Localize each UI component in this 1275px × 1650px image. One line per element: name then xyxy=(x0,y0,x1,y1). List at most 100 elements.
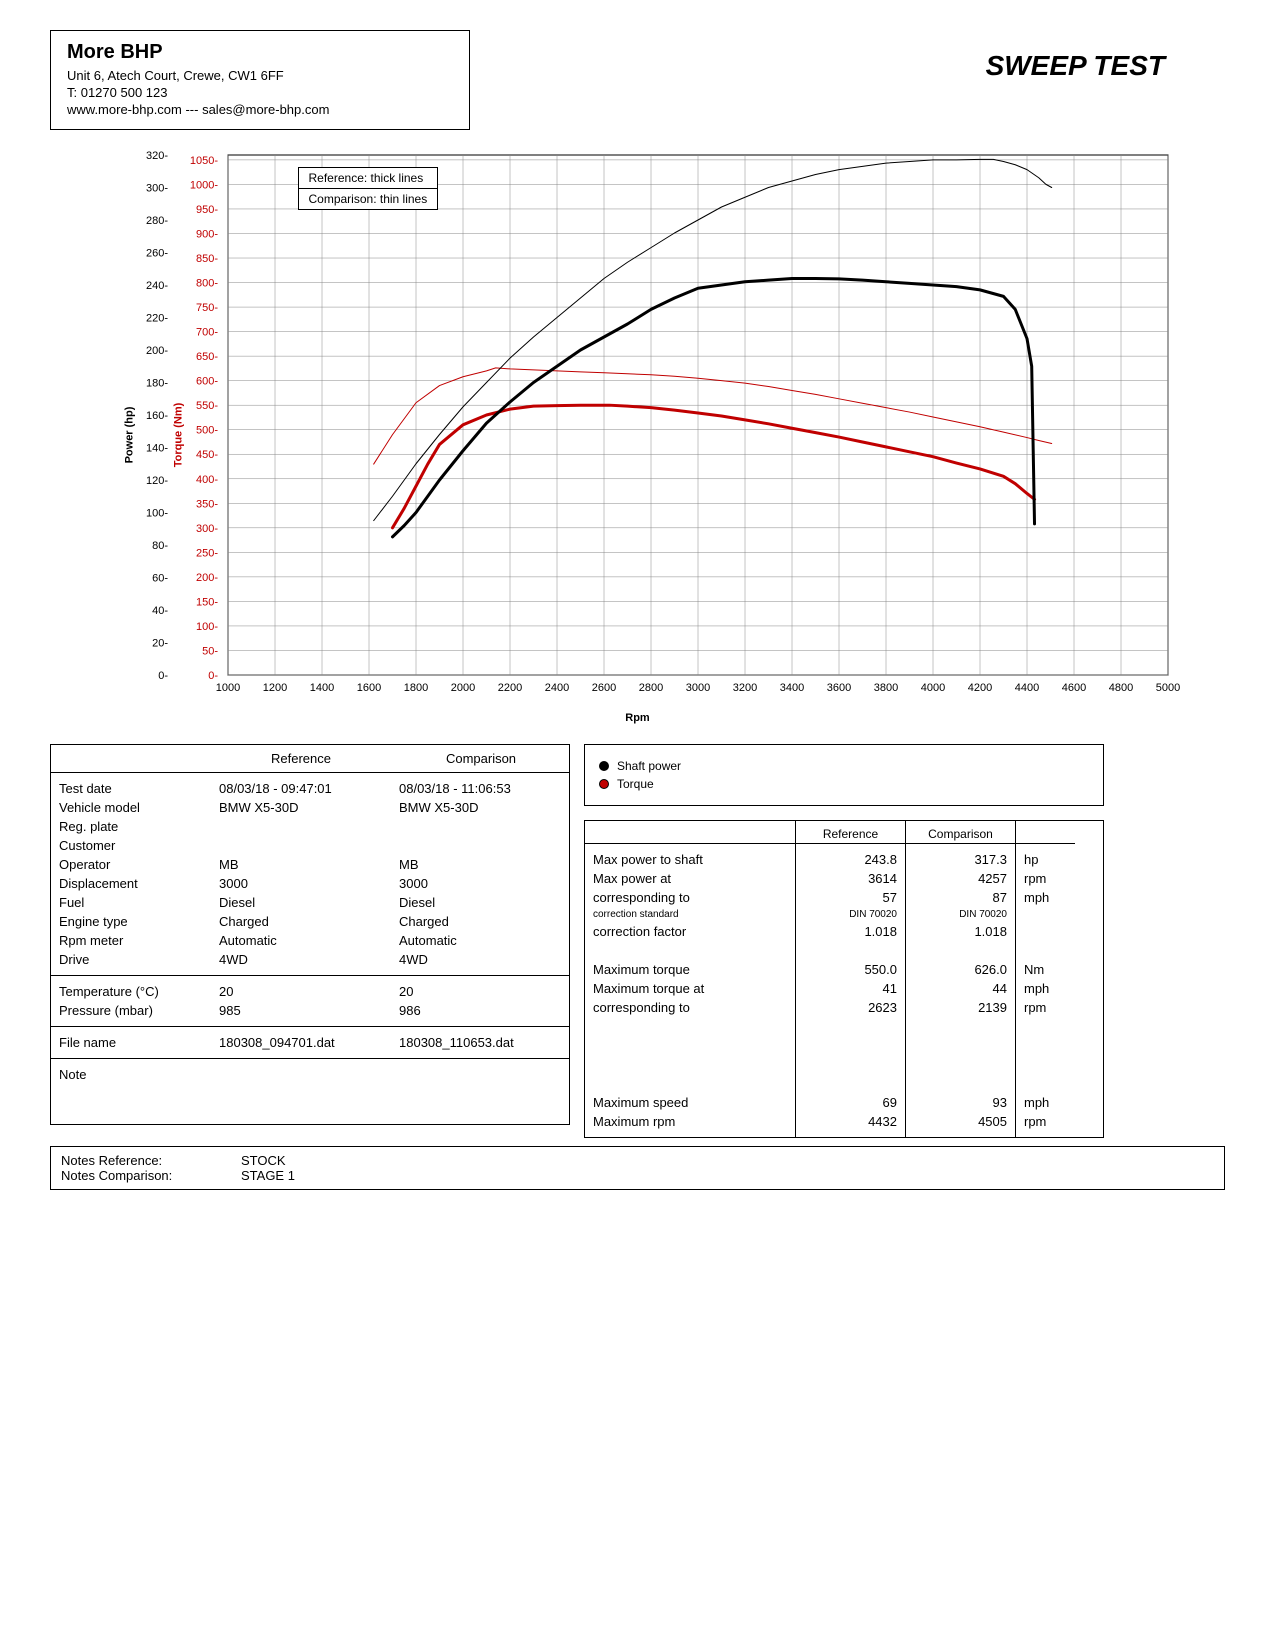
info-label: Displacement xyxy=(51,874,211,893)
result-ref: 550.0 xyxy=(795,960,905,979)
svg-text:100-: 100- xyxy=(145,508,167,520)
info-label: Rpm meter xyxy=(51,931,211,950)
company-web: www.more-bhp.com --- sales@more-bhp.com xyxy=(67,102,453,117)
info-cmp: 3000 xyxy=(391,874,571,893)
info-ref: Charged xyxy=(211,912,391,931)
svg-text:20-: 20- xyxy=(152,638,168,650)
chart-container: Power (hp) Torque (Nm) 10001200140016001… xyxy=(88,145,1188,724)
svg-text:240-: 240- xyxy=(145,280,167,292)
header-row: More BHP Unit 6, Atech Court, Crewe, CW1… xyxy=(50,30,1225,130)
result-cmp: 44 xyxy=(905,979,1015,998)
svg-text:0-: 0- xyxy=(208,670,218,682)
svg-text:950-: 950- xyxy=(195,204,217,216)
svg-text:500-: 500- xyxy=(195,425,217,437)
result-unit: Nm xyxy=(1015,960,1075,979)
info-label: Engine type xyxy=(51,912,211,931)
results-table: ReferenceComparisonMax power to shaft243… xyxy=(584,820,1104,1138)
info-head-ref: Reference xyxy=(211,745,391,772)
svg-text:1050-: 1050- xyxy=(189,155,217,167)
info-cmp: 08/03/18 - 11:06:53 xyxy=(391,779,571,798)
info-ref: Diesel xyxy=(211,893,391,912)
result-label: Max power at xyxy=(585,869,795,888)
info-ref: MB xyxy=(211,855,391,874)
svg-text:4400: 4400 xyxy=(1014,682,1038,694)
result-cmp: 4505 xyxy=(905,1112,1015,1131)
result-label: Maximum rpm xyxy=(585,1112,795,1131)
info-cmp: 4WD xyxy=(391,950,571,969)
info-label: Drive xyxy=(51,950,211,969)
svg-text:750-: 750- xyxy=(195,302,217,314)
notes-ref-label: Notes Reference: xyxy=(61,1153,241,1168)
info-ref: 4WD xyxy=(211,950,391,969)
result-label: Max power to shaft xyxy=(585,850,795,869)
info-cmp xyxy=(391,1065,571,1084)
info-head-blank xyxy=(51,745,211,772)
result-ref: 3614 xyxy=(795,869,905,888)
tables-row: Reference Comparison Test date08/03/18 -… xyxy=(50,744,1225,1138)
svg-text:4600: 4600 xyxy=(1061,682,1085,694)
result-unit: mph xyxy=(1015,888,1075,907)
svg-text:4000: 4000 xyxy=(920,682,944,694)
result-ref: 57 xyxy=(795,888,905,907)
legend-cmp-line: Comparison: thin lines xyxy=(299,189,438,209)
svg-text:280-: 280- xyxy=(145,215,167,227)
dyno-chart: 1000120014001600180020002200240026002800… xyxy=(88,145,1188,705)
svg-text:600-: 600- xyxy=(195,376,217,388)
svg-text:650-: 650- xyxy=(195,351,217,363)
x-axis-label: Rpm xyxy=(88,712,1188,724)
result-unit: mph xyxy=(1015,1093,1075,1112)
svg-text:2400: 2400 xyxy=(544,682,568,694)
info-cmp: BMW X5-30D xyxy=(391,798,571,817)
svg-text:550-: 550- xyxy=(195,400,217,412)
svg-text:4800: 4800 xyxy=(1108,682,1132,694)
result-ref: 243.8 xyxy=(795,850,905,869)
svg-text:200-: 200- xyxy=(145,345,167,357)
svg-text:80-: 80- xyxy=(152,540,168,552)
result-ref: 2623 xyxy=(795,998,905,1017)
result-ref: 41 xyxy=(795,979,905,998)
info-table: Reference Comparison Test date08/03/18 -… xyxy=(50,744,570,1125)
svg-text:50-: 50- xyxy=(202,645,218,657)
company-phone: T: 01270 500 123 xyxy=(67,85,453,100)
result-unit: hp xyxy=(1015,850,1075,869)
svg-text:1800: 1800 xyxy=(403,682,427,694)
svg-text:800-: 800- xyxy=(195,278,217,290)
legend-torque: Torque xyxy=(617,777,654,791)
info-cmp xyxy=(391,836,571,855)
svg-text:260-: 260- xyxy=(145,248,167,260)
result-ref: 1.018 xyxy=(795,922,905,941)
info-ref: 985 xyxy=(211,1001,391,1020)
result-cmp: 317.3 xyxy=(905,850,1015,869)
svg-text:2800: 2800 xyxy=(638,682,662,694)
result-label: Maximum speed xyxy=(585,1093,795,1112)
info-cmp: 20 xyxy=(391,982,571,1001)
result-label: Maximum torque xyxy=(585,960,795,979)
company-address: Unit 6, Atech Court, Crewe, CW1 6FF xyxy=(67,68,453,83)
svg-text:5000: 5000 xyxy=(1155,682,1179,694)
svg-text:150-: 150- xyxy=(195,596,217,608)
info-cmp xyxy=(391,817,571,836)
svg-text:3400: 3400 xyxy=(779,682,803,694)
info-label: Fuel xyxy=(51,893,211,912)
info-ref: 3000 xyxy=(211,874,391,893)
svg-text:200-: 200- xyxy=(195,572,217,584)
svg-text:1000-: 1000- xyxy=(189,179,217,191)
result-label: correction standard xyxy=(585,907,795,922)
svg-text:1200: 1200 xyxy=(262,682,286,694)
info-cmp: 180308_110653.dat xyxy=(391,1033,571,1052)
results-head xyxy=(1015,821,1075,844)
svg-text:450-: 450- xyxy=(195,449,217,461)
svg-text:140-: 140- xyxy=(145,443,167,455)
y-axis-torque-label: Torque (Nm) xyxy=(172,402,184,467)
notes-cmp-label: Notes Comparison: xyxy=(61,1168,241,1183)
svg-text:3000: 3000 xyxy=(685,682,709,694)
torque-dot-icon xyxy=(599,779,609,789)
svg-text:4200: 4200 xyxy=(967,682,991,694)
result-cmp: 4257 xyxy=(905,869,1015,888)
info-label: Reg. plate xyxy=(51,817,211,836)
result-unit: rpm xyxy=(1015,998,1075,1017)
svg-text:3200: 3200 xyxy=(732,682,756,694)
svg-text:0-: 0- xyxy=(158,670,168,682)
notes-cmp-value: STAGE 1 xyxy=(241,1168,1214,1183)
result-unit xyxy=(1015,922,1075,941)
